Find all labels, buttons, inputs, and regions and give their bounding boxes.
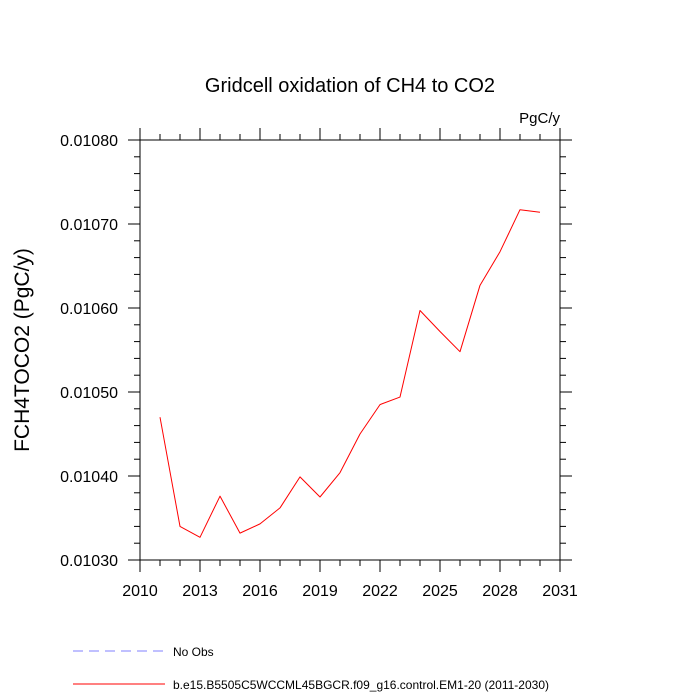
y-tick-label: 0.01050	[60, 385, 118, 402]
x-tick-label: 2022	[362, 583, 398, 600]
legend: No Obs b.e15.B5505C5WCCML45BGCR.f09_g16.…	[73, 645, 549, 692]
x-tick-label: 2019	[302, 583, 338, 600]
x-tick-label: 2010	[122, 583, 158, 600]
x-tick-label: 2016	[242, 583, 278, 600]
y-tick-label: 0.01060	[60, 301, 118, 318]
legend-label-model: b.e15.B5505C5WCCML45BGCR.f09_g16.control…	[173, 678, 549, 692]
chart-title: Gridcell oxidation of CH4 to CO2	[205, 75, 495, 97]
series-layer	[159, 209, 541, 538]
series-line-0	[159, 209, 541, 538]
x-tick-labels: 2010 2013 2016 2019 2022 2025 2028 2031	[122, 583, 578, 600]
units-label: PgC/y	[519, 110, 560, 127]
ticks-layer	[128, 128, 572, 572]
y-tick-labels: 0.01030 0.01040 0.01050 0.01060 0.01070 0.010…	[60, 133, 118, 570]
y-tick-label: 0.01030	[60, 553, 118, 570]
y-tick-label: 0.01070	[60, 217, 118, 234]
plot-frame	[139, 139, 561, 561]
y-axis-label: FCH4TOCO2 (PgC/y)	[11, 248, 34, 452]
x-tick-label: 2025	[422, 583, 458, 600]
y-tick-label: 0.01080	[60, 133, 118, 150]
x-tick-label: 2028	[482, 583, 518, 600]
legend-label-no-obs: No Obs	[173, 645, 214, 659]
y-tick-label: 0.01040	[60, 469, 118, 486]
x-tick-label: 2031	[542, 583, 578, 600]
x-tick-label: 2013	[182, 583, 218, 600]
